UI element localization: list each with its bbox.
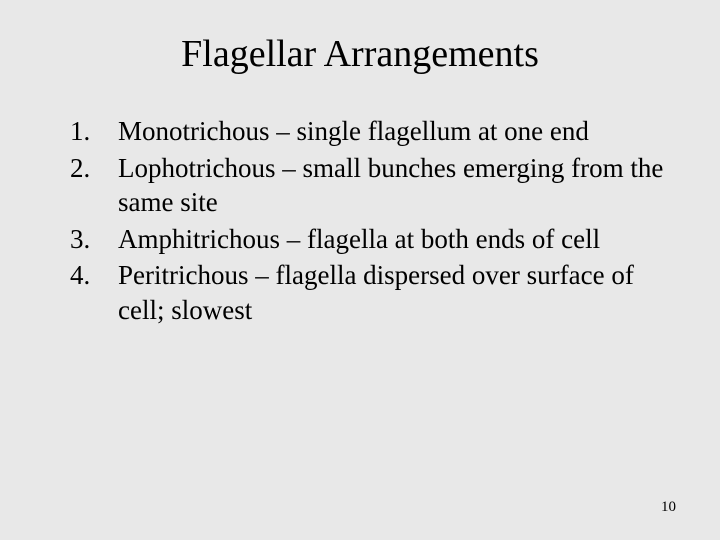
list-item: Peritrichous – flagella dispersed over s… [70,258,680,327]
numbered-list: Monotrichous – single flagellum at one e… [40,114,680,327]
list-item: Lophotrichous – small bunches emerging f… [70,151,680,220]
list-item: Amphitrichous – flagella at both ends of… [70,222,680,257]
slide-title: Flagellar Arrangements [40,32,680,76]
slide-container: Flagellar Arrangements Monotrichous – si… [0,0,720,540]
page-number: 10 [661,499,676,516]
list-item: Monotrichous – single flagellum at one e… [70,114,680,149]
